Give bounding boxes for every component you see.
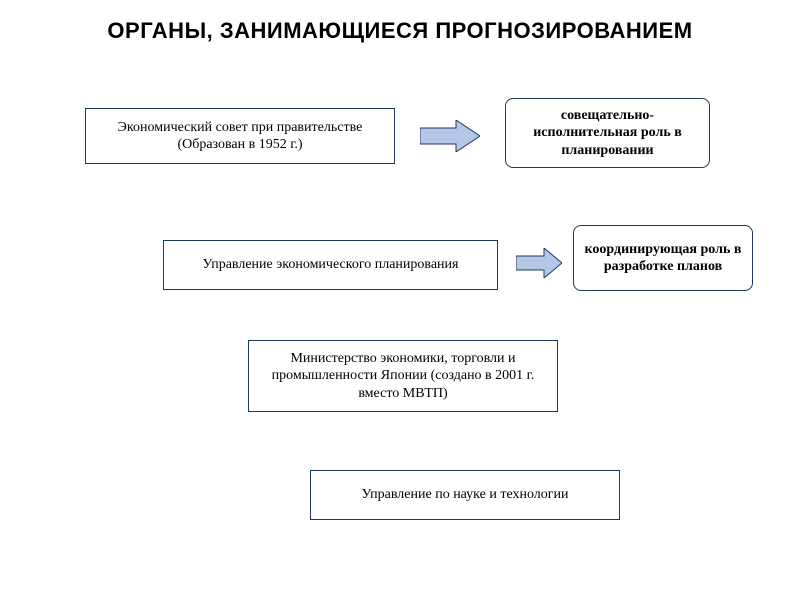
box-econ-council: Экономический совет при правительстве (О…: [85, 108, 395, 164]
box-coord-role: координирующая роль в разработке планов: [573, 225, 753, 291]
box-meti: Министерство экономики, торговли и промы…: [248, 340, 558, 412]
arrow-shape: [516, 248, 562, 278]
arrow-icon: [420, 120, 480, 152]
box-advisory-role: совещательно-исполнительная роль в плани…: [505, 98, 710, 168]
box-science-tech: Управление по науке и технологии: [310, 470, 620, 520]
arrow-shape: [420, 120, 480, 152]
diagram-title: ОРГАНЫ, ЗАНИМАЮЩИЕСЯ ПРОГНОЗИРОВАНИЕМ: [0, 18, 800, 44]
diagram-canvas: ОРГАНЫ, ЗАНИМАЮЩИЕСЯ ПРОГНОЗИРОВАНИЕМ Эк…: [0, 0, 800, 600]
arrow-icon: [516, 248, 562, 278]
box-planning-dept: Управление экономического планирования: [163, 240, 498, 290]
